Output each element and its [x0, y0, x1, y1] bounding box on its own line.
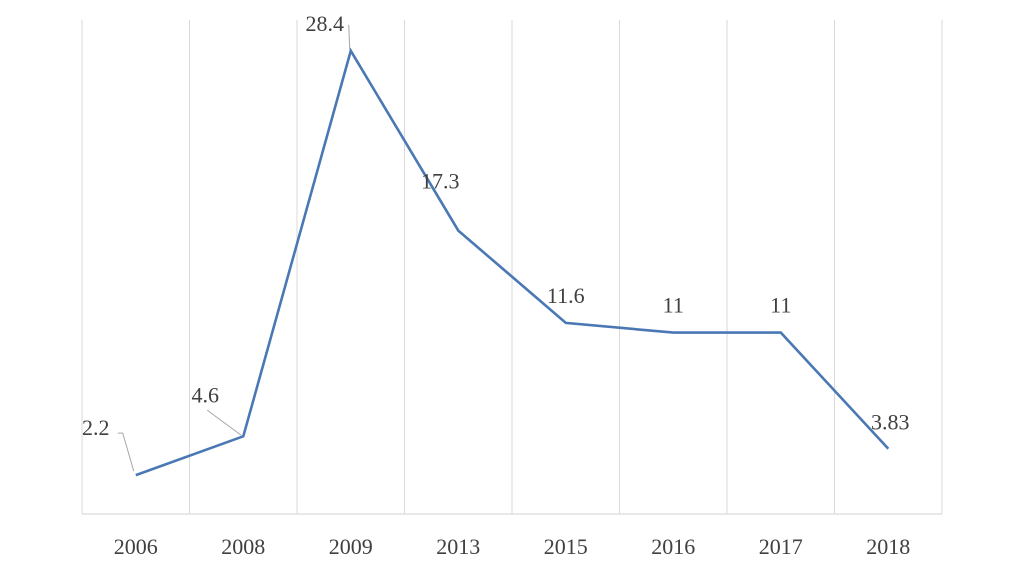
data-label: 2.2	[82, 415, 110, 440]
series-line	[135, 47, 890, 477]
data-label: 17.3	[421, 169, 460, 194]
data-labels: 2.2 4.6 28.4 17.3 11.6 11 11 3.83	[82, 11, 910, 440]
x-tick-label: 2017	[759, 534, 803, 559]
data-label: 28.4	[306, 11, 345, 36]
x-tick-label: 2018	[866, 534, 910, 559]
data-label: 11	[770, 293, 791, 318]
data-label: 4.6	[192, 382, 220, 407]
x-tick-labels: 2006 2008 2009 2013 2015 2016 2017 2018	[114, 534, 911, 559]
leader-line	[117, 432, 135, 472]
data-label: 11	[663, 293, 684, 318]
x-tick-label: 2015	[544, 534, 588, 559]
series-layer	[135, 47, 890, 477]
leader-line	[206, 409, 242, 436]
gridlines	[81, 20, 943, 514]
data-label: 3.83	[871, 410, 910, 435]
leader-line	[348, 24, 351, 50]
x-tick-label: 2013	[436, 534, 480, 559]
x-tick-label: 2016	[651, 534, 695, 559]
x-tick-label: 2009	[329, 534, 373, 559]
leader-lines	[117, 24, 351, 472]
x-tick-label: 2006	[114, 534, 158, 559]
x-tick-label: 2008	[221, 534, 265, 559]
data-label: 11.6	[547, 283, 585, 308]
